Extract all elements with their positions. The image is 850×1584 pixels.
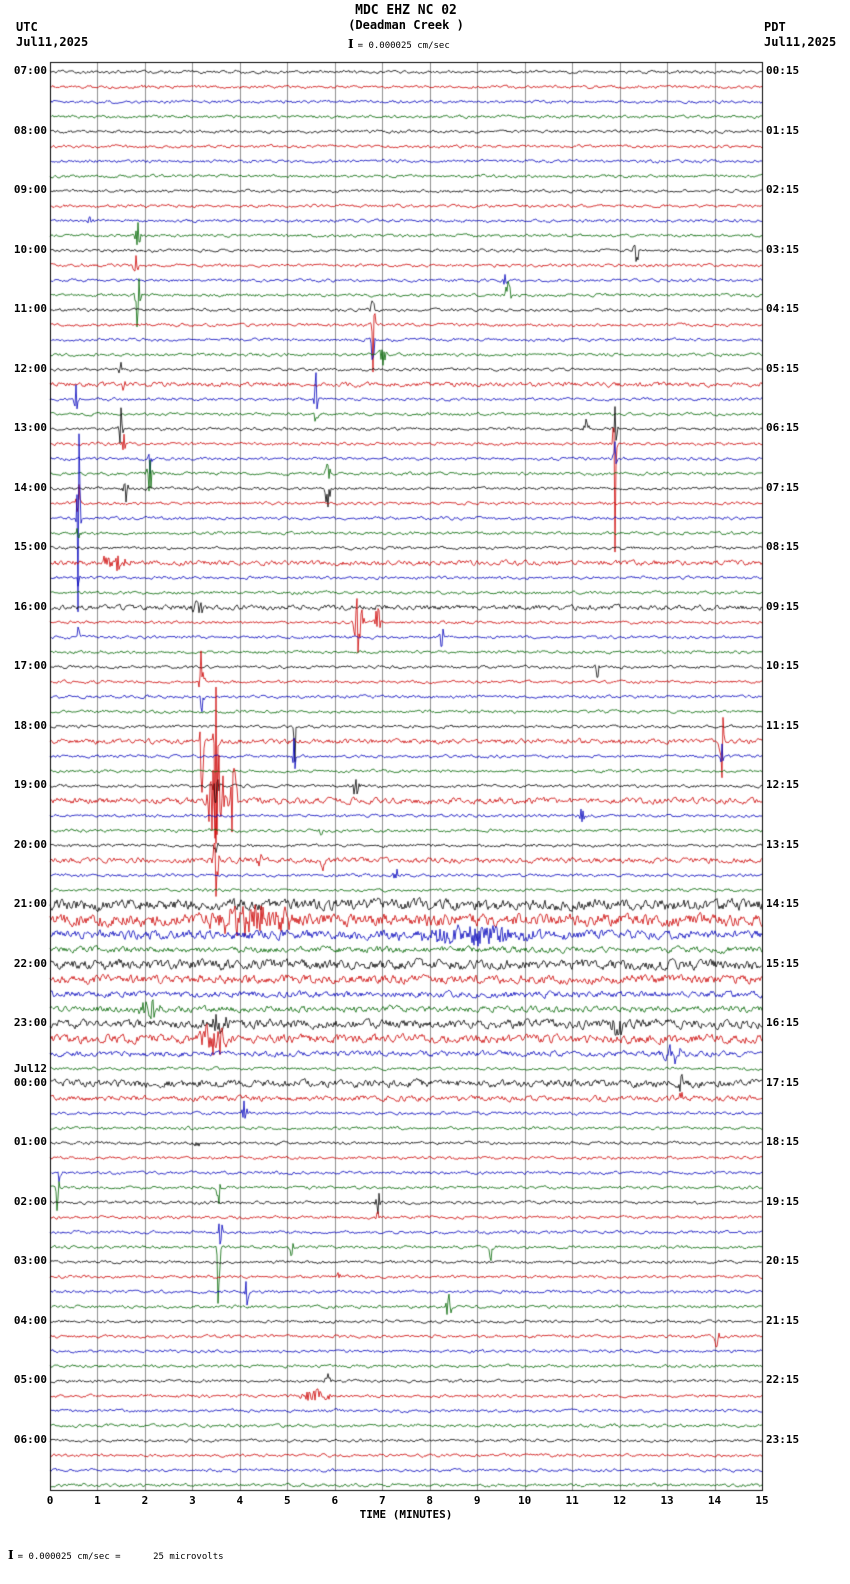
utc-time-label: 14:00: [13, 480, 47, 494]
pdt-time-label: 17:15: [766, 1075, 800, 1089]
pdt-time-label: 18:15: [766, 1135, 800, 1148]
pdt-time-label: 08:15: [766, 540, 800, 553]
utc-time-label: 02:00: [13, 1194, 47, 1208]
pdt-time-label: 00:15: [766, 64, 800, 77]
pdt-time-label: 21:15: [766, 1313, 800, 1327]
scale-label: = 0.000025 cm/sec: [357, 41, 450, 51]
pdt-time-label: 05:15: [766, 361, 800, 375]
pdt-time-label: 23:15: [766, 1432, 800, 1446]
utc-time-label: 21:00: [13, 897, 47, 910]
station-title: MDC EHZ NC 02: [355, 3, 457, 18]
x-tick-label: 1: [94, 1494, 101, 1507]
pdt-time-label: 04:15: [766, 302, 800, 315]
utc-header: UTC Jul11,2025: [16, 20, 88, 50]
x-tick-label: 9: [473, 1494, 481, 1507]
bottom-scale-note: I = 0.000025 cm/sec = 25 microvolts: [8, 1548, 224, 1562]
pdt-time-label: 15:15: [766, 956, 800, 970]
x-tick-label: 6: [331, 1494, 339, 1507]
utc-time-label: 15:00: [13, 540, 47, 553]
pdt-timezone-label: PDT: [764, 20, 786, 34]
pdt-date-label: Jul11,2025: [764, 35, 837, 49]
pdt-time-label: 02:15: [766, 183, 800, 196]
utc-time-label: 18:00: [13, 718, 47, 732]
scale-bar-icon: I: [348, 37, 354, 51]
utc-time-label: 06:00: [13, 1432, 47, 1446]
utc-timezone-label: UTC: [16, 20, 38, 34]
utc-time-label: 05:00: [13, 1373, 47, 1386]
station-subtitle: (Deadman Creek ): [348, 18, 464, 32]
utc-time-label: 10:00: [13, 242, 47, 256]
x-tick-label: 4: [236, 1494, 244, 1507]
pdt-time-label: 20:15: [766, 1254, 800, 1267]
x-tick-label: 2: [141, 1494, 149, 1507]
x-tick-label: 11: [565, 1494, 579, 1507]
pdt-time-label: 06:15: [766, 421, 800, 434]
pdt-time-label: 03:15: [766, 242, 800, 256]
utc-time-label: 16:00: [13, 599, 47, 613]
utc-time-label: 00:00: [13, 1075, 47, 1089]
utc-time-label: 01:00: [13, 1135, 47, 1148]
x-tick-label: 14: [707, 1494, 722, 1507]
utc-time-label: 07:00: [13, 64, 47, 77]
utc-time-label: 08:00: [13, 123, 47, 137]
utc-date-label: Jul11,2025: [16, 35, 89, 49]
utc-time-label: 03:00: [13, 1254, 47, 1267]
x-tick-label: 3: [189, 1494, 196, 1507]
utc-time-label: 04:00: [13, 1313, 47, 1327]
utc-time-label: 23:00: [13, 1016, 47, 1029]
utc-time-label-date: Jul12: [13, 1061, 47, 1075]
x-tick-label: 15: [755, 1494, 769, 1507]
utc-time-label: 12:00: [13, 361, 47, 375]
x-tick-label: 13: [660, 1494, 674, 1507]
utc-time-label: 13:00: [13, 421, 47, 434]
pdt-time-label: 09:15: [766, 599, 800, 613]
pdt-time-label: 22:15: [766, 1373, 800, 1386]
utc-time-label: 22:00: [13, 956, 47, 970]
pdt-time-label: 14:15: [766, 897, 800, 910]
utc-time-label: 17:00: [13, 659, 47, 672]
pdt-time-label: 13:15: [766, 837, 800, 851]
x-tick-label: 8: [426, 1494, 434, 1507]
pdt-time-label: 01:15: [766, 123, 800, 137]
pdt-time-label: 11:15: [766, 718, 800, 732]
x-tick-label: 12: [612, 1494, 627, 1507]
pdt-time-label: 19:15: [766, 1194, 800, 1208]
scale-indicator: I = 0.000025 cm/sec: [348, 37, 450, 51]
x-axis-title: TIME (MINUTES): [359, 1508, 453, 1521]
utc-time-label: 11:00: [13, 302, 47, 315]
x-tick-label: 5: [284, 1494, 291, 1507]
utc-time-label: 09:00: [13, 183, 47, 196]
pdt-time-label: 07:15: [766, 480, 800, 494]
scale-note-text: = 0.000025 cm/sec = 25 microvolts: [17, 1552, 224, 1562]
pdt-time-label: 10:15: [766, 659, 800, 672]
pdt-time-label: 16:15: [766, 1016, 800, 1029]
utc-time-label: 20:00: [13, 837, 47, 851]
utc-time-label: 19:00: [13, 778, 47, 791]
scale-bar-icon: I: [8, 1548, 14, 1562]
pdt-time-label: 12:15: [766, 778, 800, 791]
pdt-header: PDT Jul11,2025: [764, 20, 836, 50]
x-tick-label: 7: [378, 1494, 386, 1507]
x-tick-label: 10: [518, 1494, 532, 1507]
x-tick-label: 0: [46, 1494, 54, 1507]
